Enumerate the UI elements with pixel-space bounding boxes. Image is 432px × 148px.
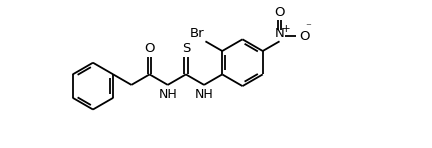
Text: Br: Br: [190, 27, 205, 40]
Text: +: +: [282, 24, 291, 34]
Text: N: N: [275, 27, 284, 40]
Text: O: O: [299, 30, 309, 43]
Text: O: O: [144, 42, 155, 55]
Text: ⁻: ⁻: [305, 22, 311, 32]
Text: NH: NH: [159, 88, 177, 101]
Text: S: S: [182, 42, 190, 55]
Text: O: O: [274, 6, 285, 19]
Text: NH: NH: [195, 88, 213, 101]
